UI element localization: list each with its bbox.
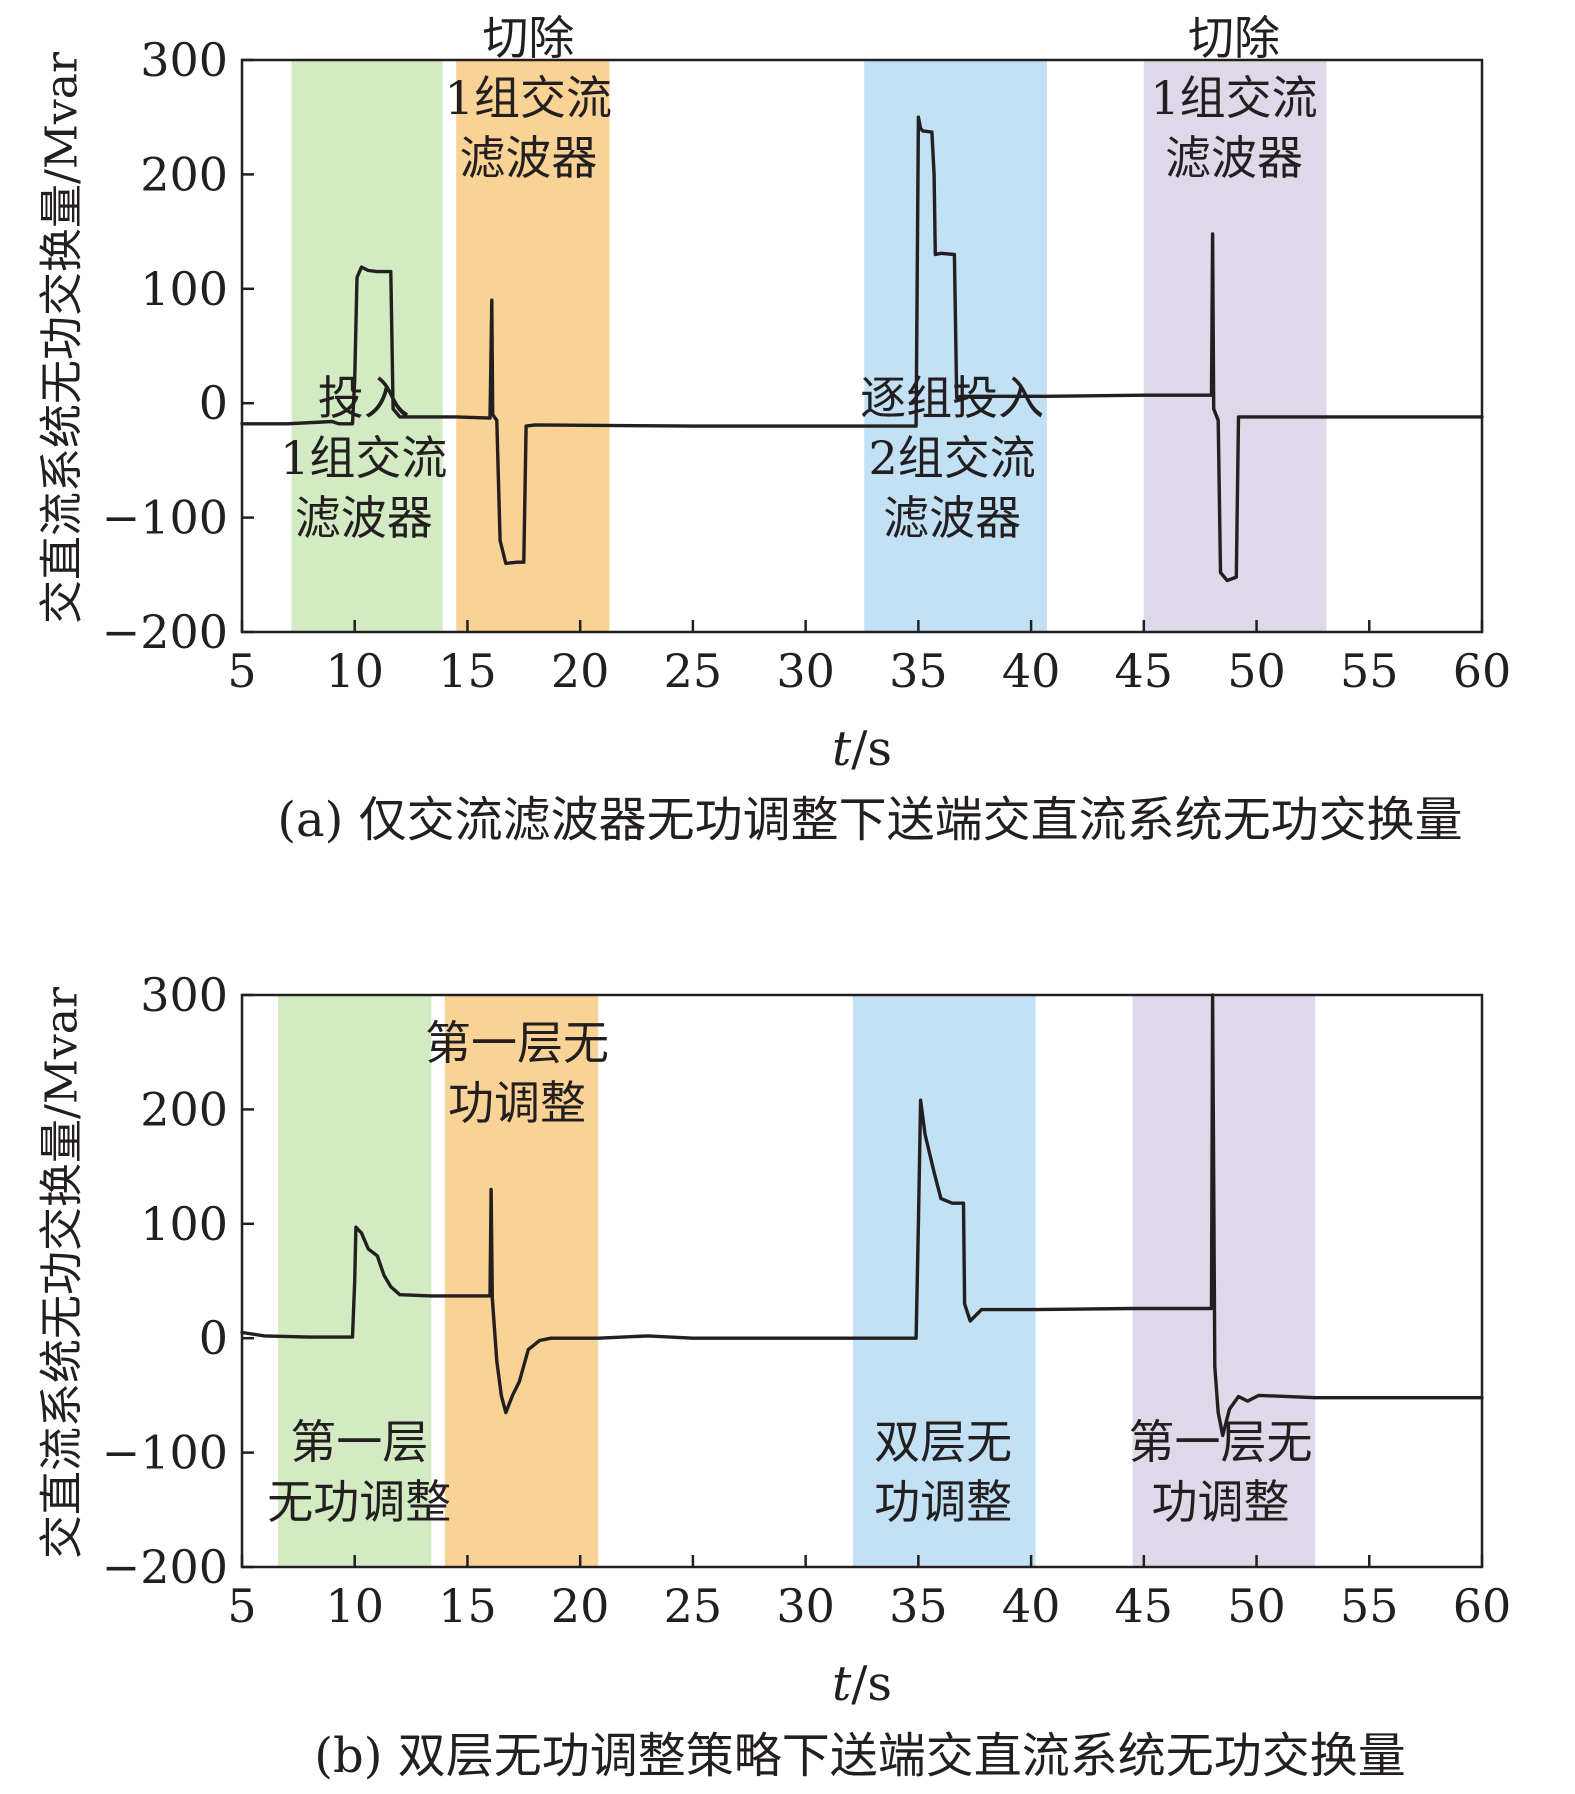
y-tick-label: 100	[140, 1197, 228, 1251]
x-axis-label: t/s	[832, 721, 892, 777]
plot-frame	[240, 993, 1484, 1569]
figure-caption: (a) 仅交流滤波器无功调整下送端交直流系统无功交换量	[277, 792, 1462, 848]
annotation-line: 1组交流	[1150, 71, 1317, 125]
y-tick-label: 100	[140, 262, 228, 316]
x-tick-label: 35	[889, 1579, 948, 1633]
x-axis-label-var: t	[832, 721, 852, 777]
annotation-line: 1组交流	[445, 71, 612, 125]
annotation-line: 1组交流	[280, 431, 447, 485]
y-tick-label: 200	[140, 1082, 228, 1136]
x-tick-label: 15	[438, 644, 497, 698]
y-tick-label: 200	[140, 147, 228, 201]
x-tick-label: 40	[1002, 644, 1061, 698]
y-tick-label: −100	[102, 1426, 228, 1480]
shaded-band	[852, 996, 1036, 1566]
band-annotation: 第一层无功调整	[425, 1016, 609, 1130]
plot-frame	[240, 58, 1484, 634]
x-tick-label: 55	[1340, 644, 1399, 698]
annotation-line: 滤波器	[459, 131, 597, 185]
y-tick-label: −200	[102, 605, 228, 659]
x-tick-label: 15	[438, 1579, 497, 1633]
annotation-line: 2组交流	[869, 431, 1036, 485]
shaded-band	[444, 996, 599, 1566]
y-axis-label: 交直流系统无功交换量/Mvar	[37, 51, 88, 624]
series-line	[240, 115, 1484, 583]
x-tick-label: 10	[325, 1579, 384, 1633]
x-tick-label: 10	[325, 644, 384, 698]
band-annotation: 切除 1组交流滤波器	[1150, 11, 1317, 185]
x-tick-label: 55	[1340, 1579, 1399, 1633]
x-axis-label-unit: /s	[851, 721, 892, 777]
annotation-line: 切除	[1188, 11, 1280, 65]
x-axis-label-var: t	[832, 1656, 852, 1712]
y-tick-label: −200	[102, 1540, 228, 1594]
x-tick-label: 20	[551, 644, 610, 698]
x-tick-label: 5	[227, 1579, 256, 1633]
annotation-line: 功调整	[874, 1475, 1012, 1529]
annotation-line: 第一层无	[1128, 1415, 1312, 1469]
band-annotation: 逐组投入 2组交流滤波器	[860, 371, 1044, 545]
x-tick-label: 50	[1227, 644, 1286, 698]
shaded-band	[456, 61, 610, 631]
annotation-line: 功调整	[1151, 1475, 1289, 1529]
y-axis-label: 交直流系统无功交换量/Mvar	[37, 986, 88, 1559]
x-tick-label: 45	[1115, 644, 1174, 698]
annotation-line: 滤波器	[295, 491, 433, 545]
x-tick-label: 25	[664, 644, 723, 698]
annotation-line: 切除	[482, 11, 574, 65]
x-tick-label: 60	[1453, 1579, 1512, 1633]
shaded-band	[1143, 61, 1327, 631]
annotation-line: 双层无	[874, 1415, 1012, 1469]
x-tick-label: 30	[776, 1579, 835, 1633]
annotation-line: 第一层	[290, 1415, 428, 1469]
y-tick-label: −100	[102, 491, 228, 545]
annotation-line: 投入	[318, 371, 410, 425]
x-tick-label: 5	[227, 644, 256, 698]
x-tick-label: 45	[1115, 1579, 1174, 1633]
annotation-line: 无功调整	[267, 1475, 451, 1529]
x-tick-label: 25	[664, 1579, 723, 1633]
band-annotation: 投入 1组交流滤波器	[280, 371, 447, 545]
shaded-band	[291, 61, 443, 631]
x-tick-label: 30	[776, 644, 835, 698]
x-tick-label: 35	[889, 644, 948, 698]
band-annotation: 切除 1组交流滤波器	[445, 11, 612, 185]
annotation-line: 第一层无	[425, 1016, 609, 1070]
y-tick-label: 300	[140, 968, 228, 1022]
x-tick-label: 40	[1002, 1579, 1061, 1633]
x-axis-label-unit: /s	[851, 1656, 892, 1712]
y-tick-label: 0	[199, 1311, 228, 1365]
x-tick-label: 60	[1453, 644, 1512, 698]
x-tick-label: 50	[1227, 1579, 1286, 1633]
x-tick-label: 20	[551, 1579, 610, 1633]
band-annotation: 第一层无功调整	[267, 1415, 451, 1529]
annotation-line: 滤波器	[1165, 131, 1303, 185]
x-axis-label: t/s	[832, 1656, 892, 1712]
figure-caption: (b) 双层无功调整策略下送端交直流系统无功交换量	[314, 1728, 1405, 1784]
band-annotation: 双层无功调整	[874, 1415, 1012, 1529]
band-annotation: 第一层无功调整	[1128, 1415, 1312, 1529]
y-tick-label: 300	[140, 33, 228, 87]
shaded-band	[1132, 996, 1316, 1566]
y-tick-label: 0	[199, 376, 228, 430]
series-line	[240, 993, 1484, 1438]
annotation-line: 滤波器	[883, 491, 1021, 545]
annotation-line: 逐组投入	[860, 371, 1044, 425]
annotation-line: 功调整	[448, 1076, 586, 1130]
